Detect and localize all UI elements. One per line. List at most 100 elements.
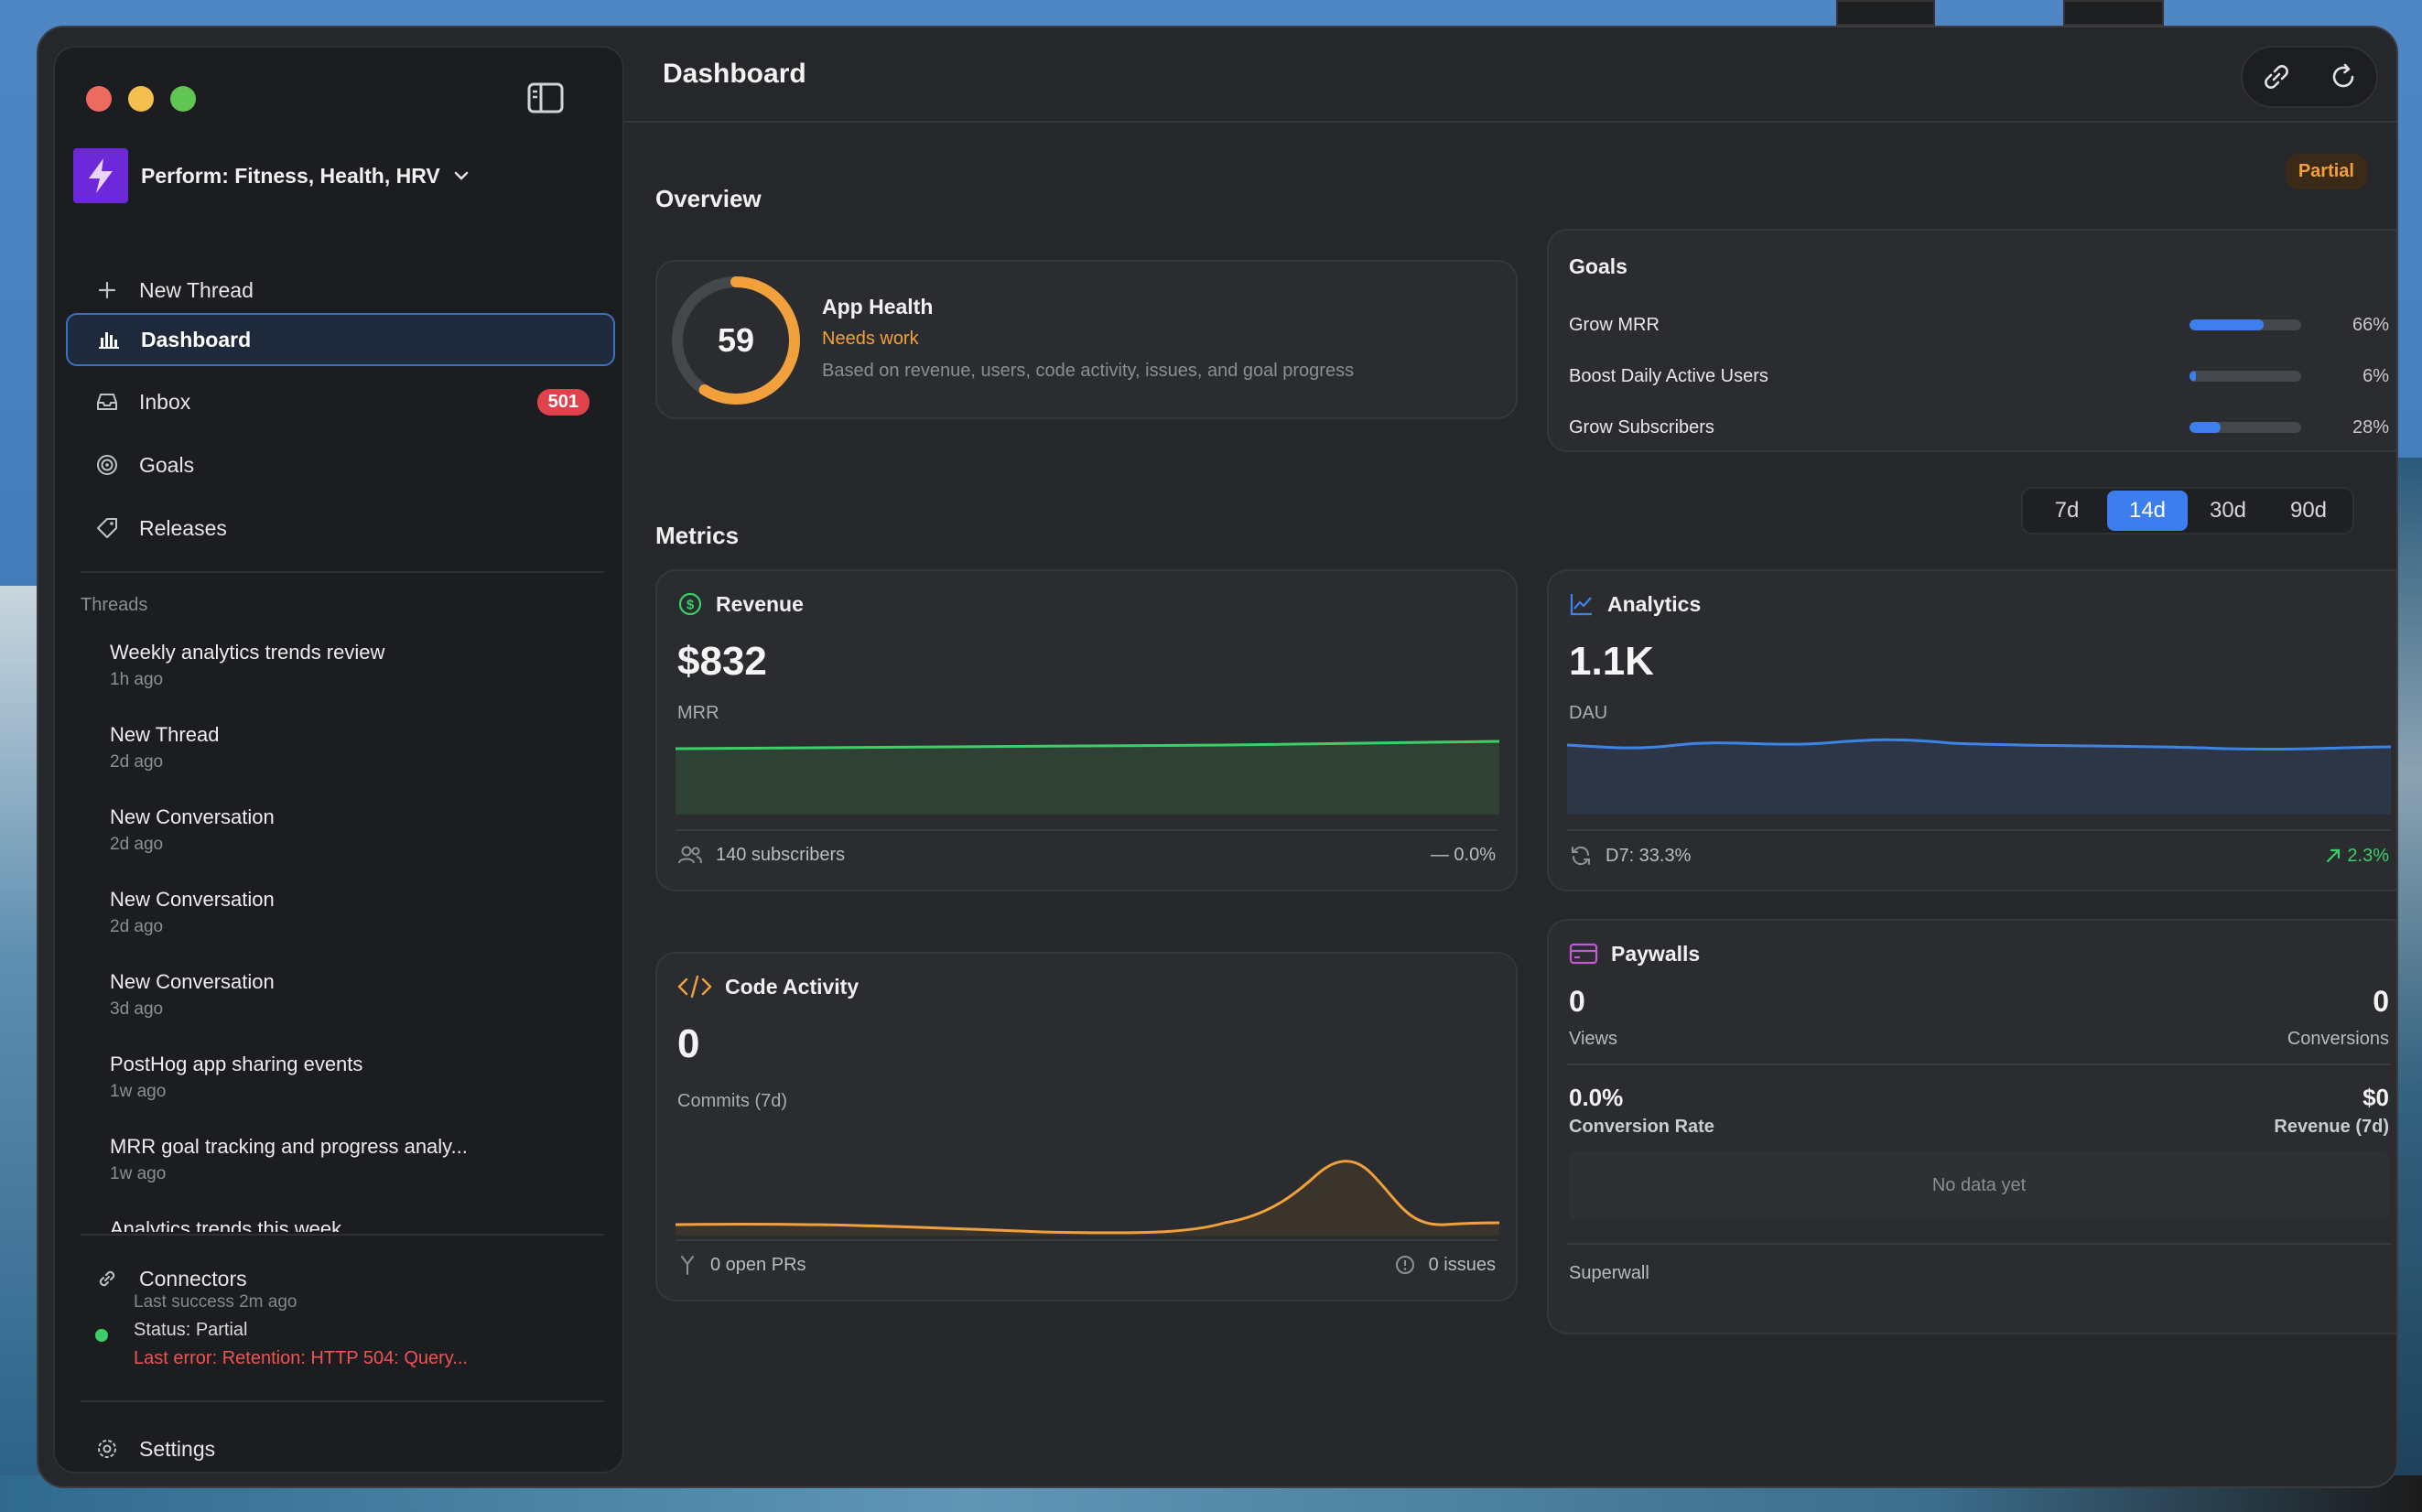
- sidebar-item-goals[interactable]: Goals: [66, 438, 615, 491]
- thread-list: Weekly analytics trends review 1h ago Ne…: [110, 622, 586, 1232]
- revenue-title: Revenue: [716, 591, 804, 616]
- sidebar-item-connectors[interactable]: Connectors: [66, 1252, 615, 1305]
- revenue-sparkline: [676, 740, 1499, 815]
- line-chart-icon: [1570, 594, 1592, 616]
- minimize-window-button[interactable]: [128, 86, 154, 112]
- revenue-card[interactable]: $ Revenue $832 MRR 140 su: [655, 569, 1518, 891]
- lightning-icon: [89, 158, 113, 193]
- tag-icon: [97, 518, 117, 538]
- retention-value: D7: 33.3%: [1606, 845, 1692, 866]
- page-title: Dashboard: [663, 59, 806, 89]
- chevron-down-icon: [454, 171, 469, 180]
- sidebar-item-label: Releases: [139, 515, 227, 540]
- range-tab-14d[interactable]: 14d: [2107, 491, 2188, 531]
- goal-progress-fill: [2190, 422, 2222, 433]
- sidebar-item-dashboard[interactable]: Dashboard: [66, 313, 615, 366]
- thread-title: New Thread: [110, 723, 220, 746]
- thread-item[interactable]: Weekly analytics trends review 1h ago: [110, 622, 586, 705]
- paywalls-title: Paywalls: [1611, 941, 1701, 966]
- thread-item[interactable]: Analytics trends this week: [110, 1199, 586, 1232]
- metrics-title: Metrics: [655, 522, 740, 549]
- revenue-footer: 140 subscribers — 0.0%: [677, 844, 1496, 866]
- revenue-change: — 0.0%: [1430, 844, 1496, 865]
- close-window-button[interactable]: [86, 86, 112, 112]
- thread-item[interactable]: New Conversation 2d ago: [110, 787, 586, 869]
- paywalls-card[interactable]: Paywalls 0 Views 0 Conversions 0.0% Conv…: [1547, 919, 2396, 1334]
- sidebar-divider: [81, 571, 604, 573]
- link-icon[interactable]: [2259, 59, 2294, 94]
- card-divider: [676, 829, 1498, 831]
- thread-item[interactable]: New Conversation 2d ago: [110, 869, 586, 952]
- pull-request-icon: [681, 1256, 694, 1275]
- thread-time: 1w ago: [110, 1082, 167, 1101]
- thread-title: PostHog app sharing events: [110, 1053, 363, 1075]
- new-thread-button[interactable]: New Thread: [66, 264, 615, 317]
- range-tab-7d[interactable]: 7d: [2054, 498, 2080, 523]
- top-actions: [2241, 46, 2378, 108]
- sidebar-item-settings[interactable]: Settings: [66, 1422, 615, 1475]
- link-icon: [99, 1270, 115, 1287]
- thread-time: 1h ago: [110, 670, 164, 689]
- goals-card[interactable]: Goals Grow MRR 66% Boost Daily Active Us…: [1547, 229, 2396, 452]
- inbox-count-badge: 501: [536, 388, 589, 416]
- range-tab-90d[interactable]: 90d: [2289, 498, 2328, 523]
- revenue-sparkline-area: [676, 741, 1499, 815]
- empty-state: No data yet: [1569, 1151, 2389, 1219]
- thread-item[interactable]: MRR goal tracking and progress analy... …: [110, 1117, 586, 1199]
- sidebar-item-inbox[interactable]: Inbox 501: [66, 375, 615, 428]
- thread-time: 2d ago: [110, 835, 164, 854]
- zoom-window-button[interactable]: [170, 86, 196, 112]
- range-tab-30d[interactable]: 30d: [2209, 498, 2247, 523]
- thread-item[interactable]: PostHog app sharing events 1w ago: [110, 1034, 586, 1117]
- goal-row[interactable]: Grow Subscribers 28%: [1569, 414, 2389, 441]
- sidebar-toggle-icon[interactable]: [527, 82, 564, 113]
- thread-time: 1w ago: [110, 1164, 167, 1183]
- app-switcher[interactable]: Perform: Fitness, Health, HRV: [73, 148, 470, 203]
- connector-status: Last success 2m ago Status: Partial Last…: [95, 1292, 468, 1369]
- bar-chart-icon: [99, 332, 119, 349]
- gear-icon: [98, 1440, 116, 1458]
- card-divider: [676, 1239, 1498, 1241]
- new-thread-label: New Thread: [139, 277, 254, 302]
- goal-progress-bar: [2190, 371, 2301, 382]
- status-text: Status: Partial: [134, 1320, 248, 1340]
- paywall-revenue-value: $0: [2363, 1084, 2389, 1111]
- health-status: Needs work: [822, 329, 919, 349]
- commits-label: Commits (7d): [677, 1091, 788, 1111]
- analytics-change: 2.3%: [2347, 845, 2389, 866]
- analytics-title: Analytics: [1607, 591, 1702, 616]
- credit-card-icon: [1569, 943, 1598, 965]
- analytics-card-header: Analytics: [1569, 591, 1701, 617]
- sidebar-item-label: Connectors: [139, 1266, 247, 1291]
- card-divider: [1567, 1064, 2391, 1065]
- thread-title: New Conversation: [110, 888, 275, 911]
- code-activity-header: Code Activity: [677, 974, 859, 999]
- card-divider: [1567, 829, 2391, 831]
- goal-row[interactable]: Boost Daily Active Users 6%: [1569, 362, 2389, 390]
- thread-title: Analytics trends this week: [110, 1217, 342, 1232]
- paywalls-header: Paywalls: [1569, 941, 1700, 967]
- thread-item[interactable]: New Thread 2d ago: [110, 705, 586, 787]
- views-label: Views: [1569, 1029, 1617, 1049]
- revenue-sparkline-line: [676, 740, 1499, 751]
- sidebar-item-label: Settings: [139, 1436, 216, 1461]
- time-range-selector: 7d 14d 30d 90d: [2021, 487, 2354, 535]
- refresh-icon[interactable]: [2326, 59, 2361, 94]
- code-sparkline-area: [676, 1161, 1499, 1236]
- code-activity-card[interactable]: Code Activity 0 Commits (7d) 0 open PRs: [655, 952, 1518, 1301]
- goal-progress-fill: [2190, 319, 2264, 330]
- sidebar-item-label: Dashboard: [141, 327, 252, 351]
- analytics-value: 1.1K: [1569, 639, 1654, 684]
- dollar-circle-icon: $: [678, 592, 702, 616]
- svg-text:$: $: [687, 598, 695, 613]
- goal-row[interactable]: Grow MRR 66%: [1569, 311, 2389, 339]
- thread-item[interactable]: New Conversation 3d ago: [110, 952, 586, 1034]
- goals-title: Goals: [1569, 254, 1627, 278]
- target-icon: [97, 455, 117, 475]
- analytics-card[interactable]: Analytics 1.1K DAU D7: 33.3%: [1547, 569, 2396, 891]
- background-window-thumbnail[interactable]: [1836, 0, 1935, 26]
- revenue-value: $832: [677, 639, 767, 684]
- background-window-thumbnail[interactable]: [2063, 0, 2164, 26]
- sidebar-item-releases[interactable]: Releases: [66, 502, 615, 555]
- subscriber-count: 140 subscribers: [716, 844, 846, 865]
